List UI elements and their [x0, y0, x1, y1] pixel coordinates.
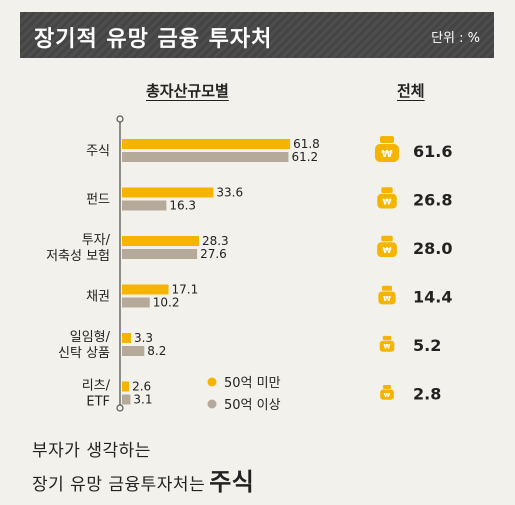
category-label: 신탁 상품: [58, 346, 110, 361]
overall-heading: 전체: [397, 82, 425, 100]
money-bag-icon: [380, 389, 394, 400]
money-bag-icon-top: [381, 187, 393, 193]
bar-value-label: 16.3: [169, 199, 196, 213]
category-label: 저축성 보험: [46, 249, 110, 264]
bar-over-50: [122, 152, 289, 162]
won-sign: ₩: [384, 344, 391, 351]
legend-label: 50억 미만: [224, 376, 281, 391]
bar-value-label: 28.3: [202, 234, 229, 248]
bar-value-label: 61.8: [293, 137, 320, 151]
axis-top-cap: [116, 115, 124, 123]
money-bag-icon-top: [381, 285, 393, 291]
money-bag-icon: [377, 242, 397, 258]
bar-under-50: [122, 187, 214, 198]
category-label: 주식: [86, 144, 110, 159]
by-asset-size-heading: 총자산규모별: [146, 82, 229, 100]
bar-value-label: 17.1: [172, 283, 199, 297]
bar-under-50: [122, 333, 131, 343]
money-bag-icon: [375, 144, 399, 162]
legend-label: 50억 이상: [224, 398, 281, 413]
won-sign: ₩: [383, 196, 392, 206]
unit-label: 단위 : %: [431, 31, 480, 46]
overall-total-label: 5.2: [413, 336, 441, 355]
legend-marker: [207, 399, 217, 409]
bar-value-label: 8.2: [147, 344, 166, 358]
category-label: 일임형/: [70, 330, 111, 345]
bar-over-50: [122, 394, 131, 405]
category-label: ETF: [86, 395, 110, 410]
bar-value-label: 33.6: [216, 186, 243, 200]
footer-emphasis: 주식: [209, 468, 255, 496]
overall-total-label: 26.8: [413, 191, 452, 210]
category-label: 투자/: [82, 233, 111, 248]
bar-value-label: 3.1: [133, 393, 152, 407]
won-sign: ₩: [382, 245, 391, 255]
bar-over-50: [122, 346, 145, 356]
bar-value-label: 10.2: [153, 296, 180, 310]
overall-total-label: 2.8: [413, 385, 441, 404]
money-bag-icon: [377, 193, 397, 209]
money-bag-icon-top: [383, 384, 391, 389]
footer-line-2: 장기 유망 금융투자처는 주식: [32, 462, 254, 497]
bar-over-50: [122, 249, 198, 259]
category-label: 채권: [86, 290, 110, 305]
category-label: 펀드: [86, 193, 110, 208]
axis-bottom-cap: [116, 404, 124, 412]
category-label: 리츠/: [82, 379, 111, 394]
won-sign: ₩: [384, 393, 391, 399]
bar-under-50: [122, 236, 199, 246]
bar-value-label: 27.6: [200, 247, 227, 261]
money-bag-icon-top: [381, 235, 393, 242]
money-bag-icon: [378, 291, 396, 305]
overall-total-label: 61.6: [413, 142, 452, 161]
bar-value-label: 61.2: [291, 150, 318, 164]
bar-over-50: [122, 297, 150, 308]
footer-line-2-text: 장기 유망 금융투자처는: [32, 475, 206, 495]
investment-bar-chart: 주식 61.861.2 ₩61.6 펀드 33.6 16.3 ₩26.8 투자/저축성 보험 2…: [46, 115, 452, 413]
bar-under-50: [122, 139, 291, 149]
page-title: 장기적 유망 금융 투자처: [34, 27, 273, 52]
bar-under-50: [122, 381, 130, 392]
money-bag-icon-top: [380, 136, 394, 143]
won-sign: ₩: [381, 149, 392, 160]
bar-under-50: [122, 284, 169, 295]
footer-line-1-text: 부자가 생각하는: [32, 441, 151, 461]
legend-marker: [207, 377, 217, 387]
money-bag-icon-top: [382, 335, 392, 341]
bar-value-label: 3.3: [134, 331, 153, 345]
footer-line-1: 부자가 생각하는: [32, 436, 151, 461]
overall-total-label: 28.0: [413, 239, 452, 258]
won-sign: ₩: [383, 294, 391, 303]
overall-total-label: 14.4: [413, 288, 452, 307]
title-banner: 장기적 유망 금융 투자처 단위 : %: [20, 12, 494, 58]
bar-over-50: [122, 200, 167, 211]
money-bag-icon: [379, 340, 395, 352]
bar-value-label: 2.6: [132, 380, 151, 394]
